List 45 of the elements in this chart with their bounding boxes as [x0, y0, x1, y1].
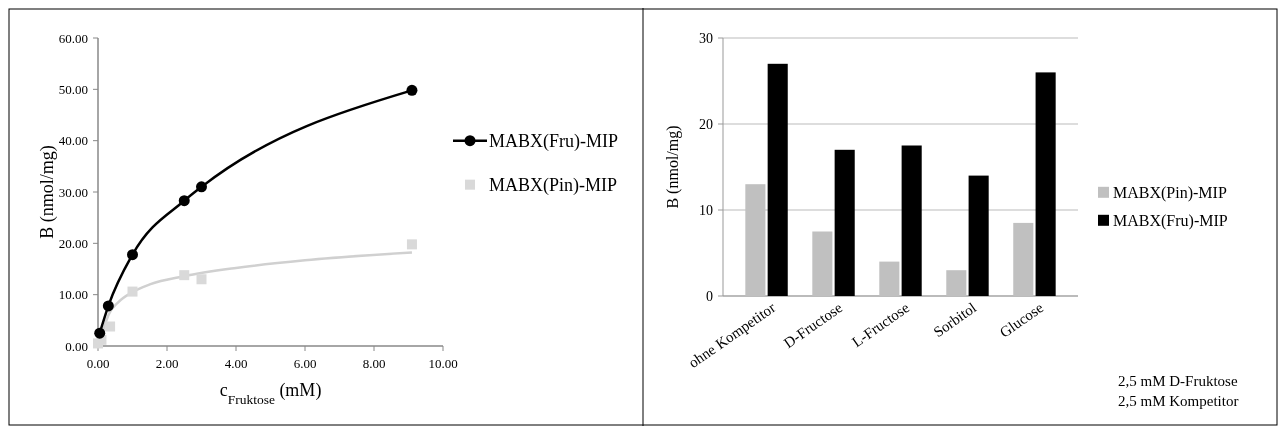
y-axis-title: B (nmol/mg)	[37, 145, 58, 239]
y-tick-label: 0	[706, 289, 713, 304]
legend-label: MABX(Pin)-MIP	[489, 174, 618, 196]
y-tick-label: 30.00	[58, 184, 88, 200]
y-tick-label: 60.00	[58, 30, 88, 46]
bar	[1035, 72, 1056, 296]
point	[127, 286, 138, 297]
y-tick-label: 10.00	[58, 287, 88, 303]
point	[102, 300, 114, 312]
x-axis-title: c$_{Fruktose}$ (mM)	[219, 380, 322, 407]
point	[196, 181, 207, 193]
y-axis-title: B (nmol/mg)	[664, 125, 682, 209]
bar	[946, 270, 967, 296]
bar	[901, 145, 922, 296]
point	[196, 274, 207, 285]
y-tick-label: 40.00	[58, 133, 88, 149]
bar	[812, 231, 833, 296]
bar	[1013, 222, 1034, 296]
point	[105, 321, 116, 332]
x-tick-label: 6.00	[293, 356, 317, 371]
x-tick-label: 4.00	[224, 356, 248, 371]
x-tick-label: 10.00	[428, 356, 458, 371]
point	[406, 239, 417, 250]
text: 2,5 mM Kompetitor	[1118, 393, 1239, 409]
y-tick-label: 30	[699, 31, 713, 46]
y-tick-label: 20.00	[58, 235, 88, 251]
bar	[968, 175, 989, 296]
y-tick-label: 10	[699, 203, 713, 218]
x-tick-label: 8.00	[362, 356, 386, 371]
text: 2,5 mM D-Fruktose	[1118, 373, 1238, 389]
point	[94, 327, 106, 339]
x-tick-label: 0.00	[86, 356, 110, 371]
legend-label: MABX(Pin)-MIP	[1113, 183, 1227, 202]
bar	[879, 261, 900, 296]
y-tick-label: 50.00	[58, 81, 88, 97]
point	[406, 84, 418, 96]
y-tick-label: 20	[699, 117, 713, 132]
x-tick-label: 2.00	[155, 356, 179, 371]
legend-label: MABX(Fru)-MIP	[489, 130, 619, 152]
bar	[767, 63, 788, 296]
point	[179, 270, 190, 281]
bar	[834, 149, 855, 296]
point	[178, 195, 190, 207]
point	[127, 249, 138, 261]
legend-label: MABX(Fru)-MIP	[1113, 211, 1228, 230]
